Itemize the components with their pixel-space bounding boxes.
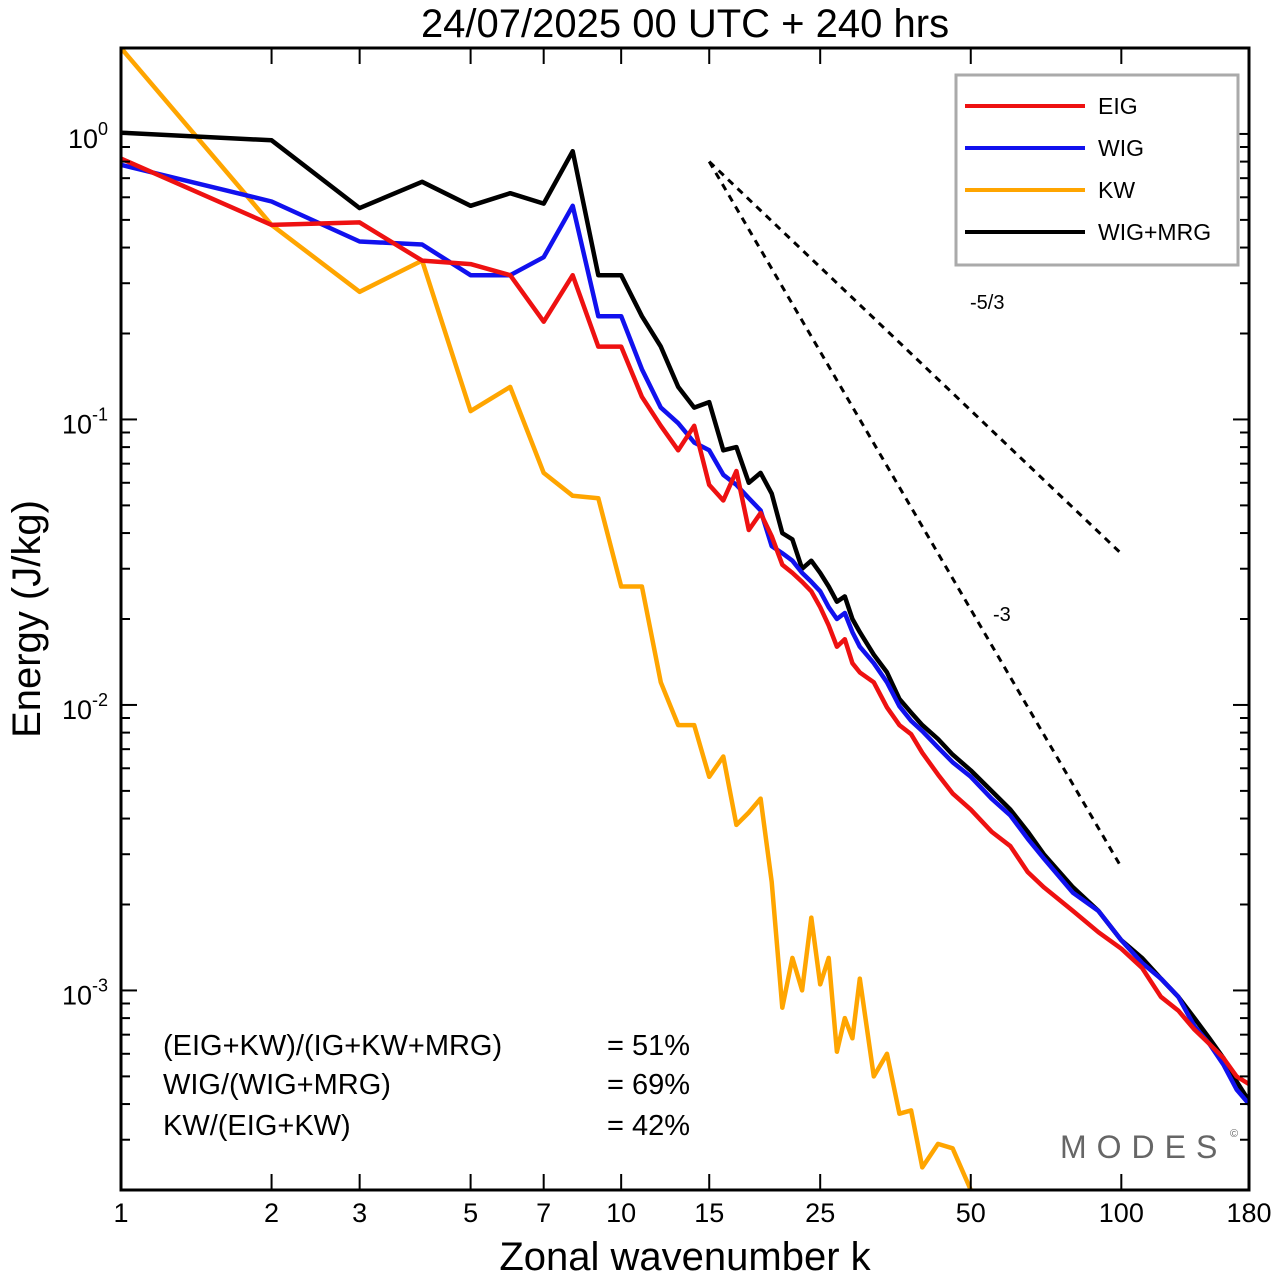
series-line-wig-mrg: [121, 130, 1249, 1103]
legend-label: KW: [1098, 177, 1135, 203]
legend-label: EIG: [1098, 93, 1138, 119]
series-layer: [121, 48, 1249, 1190]
copyright-mark: ©: [1230, 1128, 1238, 1140]
x-tick-label: 1: [113, 1198, 128, 1228]
y-tick-label: 100: [68, 119, 108, 154]
y-tick-labels: 100 10-1 10-2 10-3: [62, 119, 108, 1011]
slope-line: [707, 160, 1123, 869]
ratio-label: (EIG+KW)/(IG+KW+MRG): [163, 1030, 502, 1062]
x-tick-label: 5: [463, 1198, 478, 1228]
y-tick-label: 10-1: [62, 404, 108, 439]
series-line-eig: [121, 156, 1249, 1087]
slope-line: [708, 160, 1123, 555]
ratio-label: WIG/(WIG+MRG): [163, 1069, 391, 1101]
legend-label: WIG+MRG: [1098, 219, 1211, 245]
x-axis-title: Zonal wavenumber k: [499, 1235, 871, 1279]
series-line-wig: [121, 162, 1249, 1106]
x-tick-label: 100: [1099, 1198, 1144, 1228]
y-axis-title: Energy (J/kg): [5, 500, 49, 738]
x-tick-label: 15: [694, 1198, 724, 1228]
ratio-value: = 69%: [607, 1069, 690, 1101]
x-tick-label: 7: [536, 1198, 551, 1228]
ratio-annotations: (EIG+KW)/(IG+KW+MRG) = 51% WIG/(WIG+MRG)…: [163, 1030, 690, 1142]
ratio-value: = 42%: [607, 1110, 690, 1142]
x-tick-label: 50: [956, 1198, 986, 1228]
slope-label: -3: [993, 604, 1011, 626]
x-tick-label: 10: [606, 1198, 636, 1228]
y-tick-label: 10-2: [62, 690, 108, 725]
legend-items: EIG WIG KW WIG+MRG: [965, 93, 1211, 245]
x-tick-label: 180: [1226, 1198, 1271, 1228]
chart-title: 24/07/2025 00 UTC + 240 hrs: [421, 2, 949, 46]
legend: EIG WIG KW WIG+MRG: [954, 73, 1240, 267]
x-tick-label: 25: [805, 1198, 835, 1228]
tick-layer: [120, 47, 1250, 1191]
x-tick-labels: 1 2 3 5 7 10 15 25 50 100 180: [113, 1198, 1271, 1228]
modes-watermark: MODES: [1060, 1129, 1227, 1165]
x-tick-label: 3: [352, 1198, 367, 1228]
ratio-label: KW/(EIG+KW): [163, 1110, 351, 1142]
series-line-kw: [121, 48, 973, 1190]
reference-slope-lines: -5/3 -3: [707, 160, 1123, 869]
x-tick-label: 2: [264, 1198, 279, 1228]
y-tick-label: 10-3: [62, 975, 108, 1010]
legend-label: WIG: [1098, 135, 1144, 161]
ratio-value: = 51%: [607, 1030, 690, 1062]
slope-label: -5/3: [970, 292, 1004, 314]
